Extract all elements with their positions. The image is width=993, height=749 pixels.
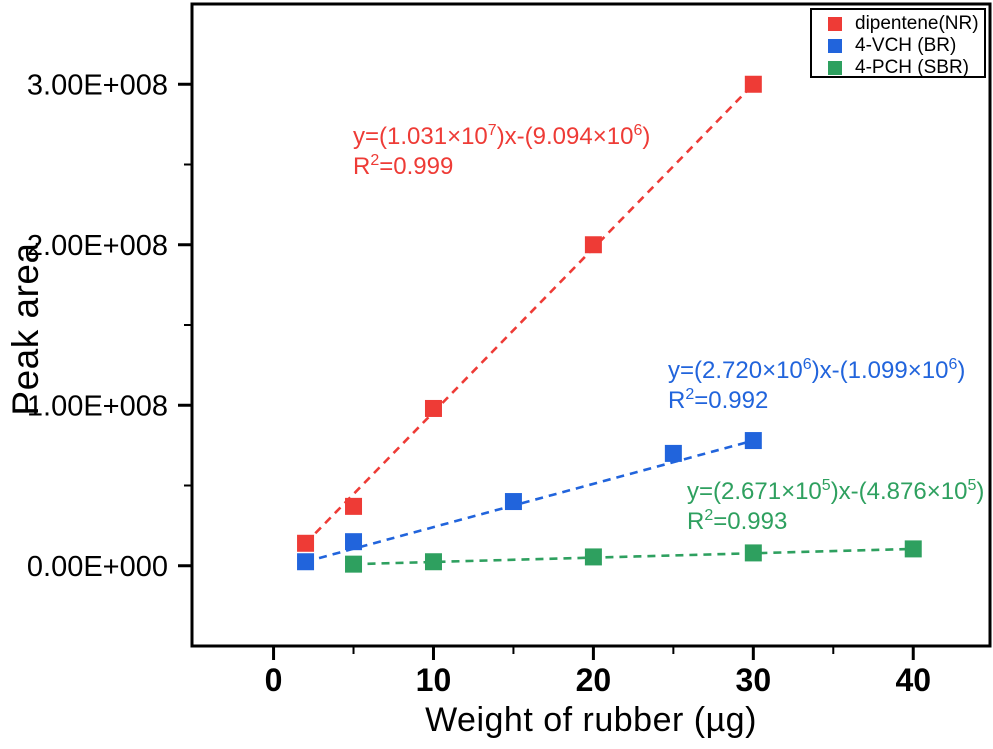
- svg-text:3.00E+008: 3.00E+008: [27, 69, 168, 101]
- data-point-marker: [744, 75, 762, 93]
- data-point-marker: [345, 497, 363, 515]
- svg-text:0: 0: [265, 662, 283, 698]
- series-4-pch-sbr-: [345, 540, 922, 573]
- data-point-marker: [584, 236, 602, 254]
- fit-equation-line: y=(2.671×105)x-(4.876×105): [687, 477, 985, 506]
- legend-label: dipentene(NR): [855, 13, 979, 34]
- svg-text:0.00E+000: 0.00E+000: [27, 551, 168, 583]
- r-squared-line: R2=0.993: [687, 507, 788, 536]
- svg-text:30: 30: [736, 662, 772, 698]
- data-point-marker: [424, 399, 442, 417]
- legend-item-4vch-br: 4-VCH (BR): [812, 35, 984, 57]
- y-axis-tick-labels: 0.00E+000 1.00E+008 2.00E+008 3.00E+008: [27, 69, 168, 583]
- fit-line: [353, 547, 914, 566]
- data-point-marker: [345, 533, 363, 551]
- data-point-marker: [584, 548, 602, 566]
- svg-text:40: 40: [895, 662, 931, 698]
- legend-label: 4-PCH (SBR): [855, 57, 970, 78]
- fit-line: [305, 439, 754, 563]
- red-square-marker-icon: [828, 17, 842, 31]
- data-point-marker: [504, 493, 522, 511]
- blue-square-marker-icon: [828, 39, 842, 53]
- legend-label: 4-VCH (BR): [855, 35, 957, 56]
- series-4-vch-br-: [297, 432, 762, 571]
- legend: dipentene(NR) 4-VCH (BR) 4-PCH (SBR): [810, 8, 986, 78]
- svg-text:20: 20: [576, 662, 612, 698]
- fit-equation-line: y=(1.031×107)x-(9.094×106): [353, 122, 651, 151]
- series-dipentene-nr-: [297, 75, 762, 552]
- r-squared-line: R2=0.992: [668, 386, 769, 415]
- green-square-marker-icon: [828, 61, 842, 75]
- data-point-marker: [744, 544, 762, 562]
- legend-item-dipentene-nr: dipentene(NR): [812, 13, 984, 35]
- data-point-marker: [297, 553, 315, 571]
- data-point-marker: [424, 553, 442, 571]
- x-axis-ticks: [272, 646, 915, 660]
- y-axis-title: Peak area: [5, 242, 46, 416]
- data-point-marker: [904, 540, 922, 558]
- y-axis-ticks: [178, 82, 192, 568]
- svg-text:1.00E+008: 1.00E+008: [27, 390, 168, 422]
- data-point-marker: [744, 432, 762, 450]
- svg-text:10: 10: [416, 662, 452, 698]
- data-point-marker: [297, 534, 315, 552]
- fit-line: [304, 83, 755, 545]
- r-squared-line: R2=0.999: [353, 152, 454, 181]
- fit-equation-4vch-br: y=(2.720×106)x-(1.099×106) R2=0.992: [668, 356, 965, 416]
- data-point-marker: [664, 444, 682, 462]
- data-point-marker: [345, 555, 363, 573]
- fit-equation-dipentene-nr: y=(1.031×107)x-(9.094×106) R2=0.999: [353, 122, 650, 182]
- fit-equation-line: y=(2.720×106)x-(1.099×106): [668, 356, 966, 385]
- fit-equation-4pch-sbr: y=(2.671×105)x-(4.876×105) R2=0.993: [687, 477, 984, 537]
- x-axis-tick-labels: 0 10 20 30 40: [265, 662, 931, 698]
- svg-text:2.00E+008: 2.00E+008: [27, 230, 168, 262]
- legend-item-4pch-sbr: 4-PCH (SBR): [812, 57, 984, 79]
- x-axis-title: Weight of rubber (µg): [425, 701, 757, 739]
